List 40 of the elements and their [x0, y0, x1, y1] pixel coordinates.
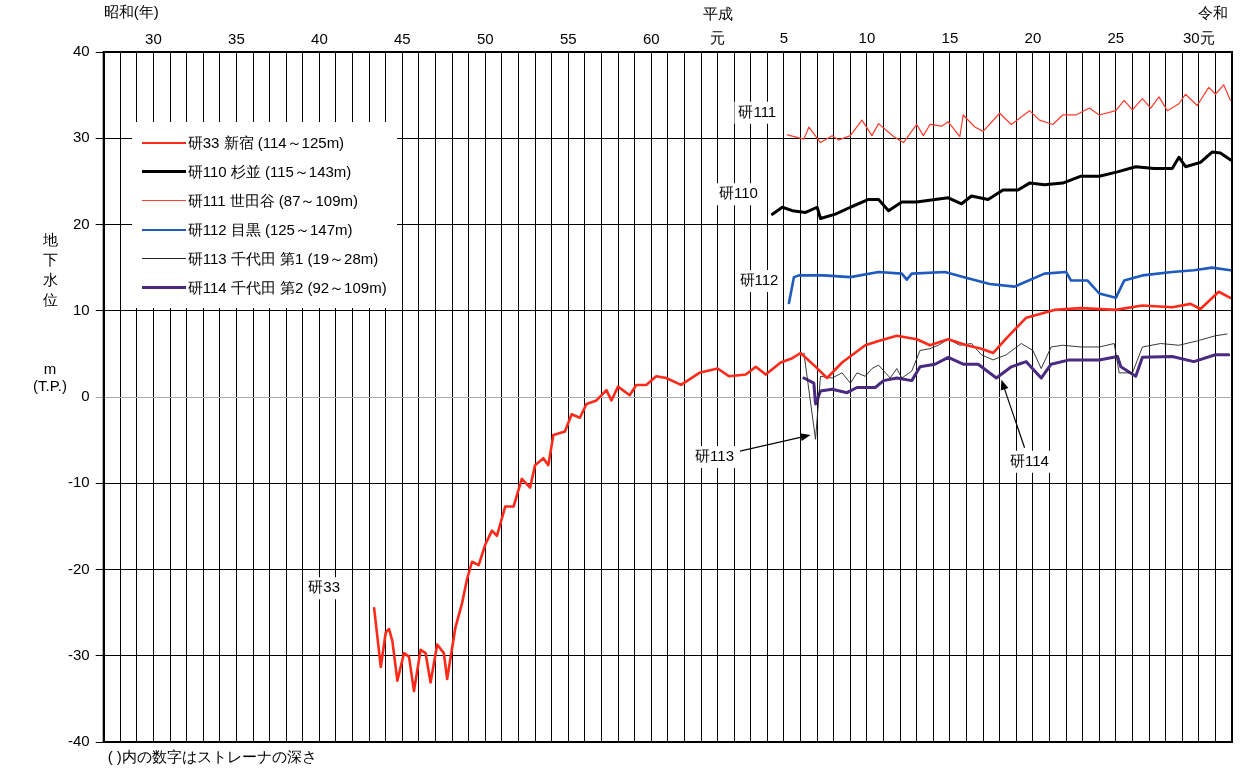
text: ( )内の数字はストレーナの深さ: [107, 748, 317, 767]
y-tick-label: 20: [72, 214, 90, 232]
annotation: 研114: [1009, 451, 1049, 469]
legend-label: 研110 杉並 (115～143m): [187, 162, 352, 182]
x-tick-label: 30: [145, 30, 162, 48]
legend-label: 研113 千代田 第1 (19～28m): [187, 249, 379, 269]
legend-label: 研33 新宿 (114～125m): [187, 133, 345, 153]
legend-label: 研112 目黒 (125～147m): [187, 220, 353, 240]
y-tick-label: 10: [72, 300, 90, 318]
annotation: 研111: [738, 102, 777, 120]
y-tick-label: 30: [72, 128, 90, 146]
x-tick-label: 35: [228, 30, 245, 48]
x2-tick-label: 20: [1024, 28, 1042, 46]
x-tick-label: 55: [559, 30, 577, 48]
y-tick-label: -40: [67, 732, 90, 750]
x2-tick-label: 元: [710, 28, 726, 46]
legend-label: 研114 千代田 第2 (92～109m): [187, 278, 387, 298]
y-tick-label: -30: [67, 645, 90, 663]
x2-tick-label: 5: [779, 28, 789, 46]
text: 令和: [1198, 4, 1228, 23]
y-tick-label: 40: [72, 42, 90, 60]
annotation: 研112: [739, 271, 779, 289]
annotation: 研33: [308, 578, 340, 596]
x-tick-label: 40: [311, 30, 328, 48]
x2-tick-label: 25: [1107, 28, 1125, 46]
text: 地下水位 m (T.P.): [33, 231, 67, 394]
x2-tick-label: 30元: [1182, 28, 1215, 46]
x2-axis-title: 平成: [702, 4, 733, 22]
x-tick-label: 50: [476, 30, 494, 48]
x-tick-label: 60: [642, 30, 660, 48]
legend-label: 研111 世田谷 (87～109m): [187, 191, 359, 211]
x-axis-title: 昭和(年): [103, 3, 159, 21]
y-tick-label: -20: [67, 559, 90, 577]
x2-tick-label: 10: [858, 28, 876, 46]
y-tick-label: -10: [67, 473, 90, 491]
annotation: 研110: [718, 184, 758, 202]
annotation: 研113: [695, 447, 734, 465]
x2-tick-label: 15: [941, 28, 959, 46]
y-tick-label: 0: [81, 387, 90, 405]
x-tick-label: 45: [394, 30, 411, 48]
